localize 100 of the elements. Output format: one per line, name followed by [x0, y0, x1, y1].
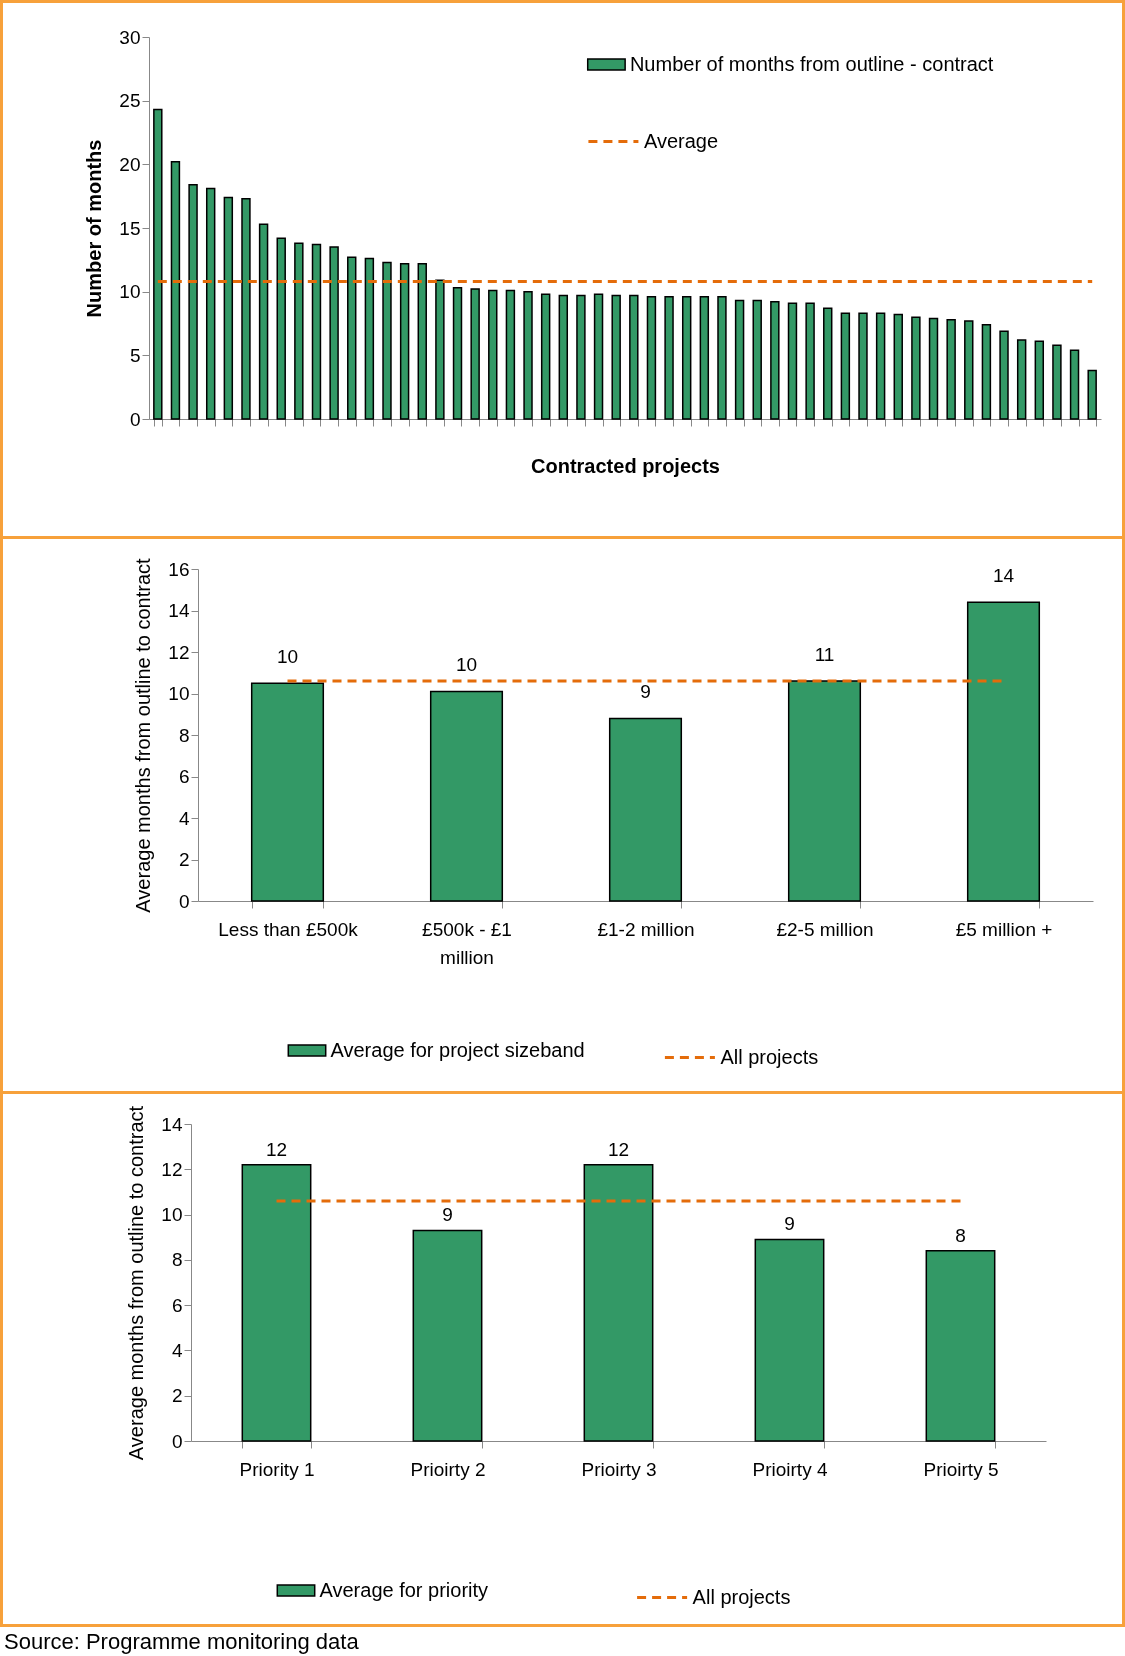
bar	[505, 289, 516, 420]
bar	[999, 330, 1009, 420]
legend-label: Number of months from outline - contract	[629, 52, 994, 75]
bar	[629, 294, 639, 420]
bar	[611, 294, 621, 420]
y-tick-label: 12	[161, 1158, 183, 1180]
bar	[205, 187, 216, 420]
legend-label: Average for priority	[319, 1578, 489, 1601]
bar	[754, 1238, 825, 1442]
bar	[412, 1229, 483, 1442]
bar	[734, 299, 745, 420]
x-axis-title: Contracted projects	[531, 455, 720, 477]
bar	[294, 242, 304, 420]
legend-label: Average for project sizeband	[330, 1038, 585, 1061]
bar	[241, 197, 251, 420]
data-label: 9	[784, 1213, 795, 1235]
y-tick-label: 8	[178, 724, 190, 746]
bar	[664, 296, 674, 420]
bar	[966, 601, 1041, 902]
y-tick-label: 5	[129, 344, 141, 366]
bar	[364, 257, 375, 420]
bar	[928, 317, 939, 420]
y-axis-title: Average months from outline to contract	[125, 1105, 148, 1461]
bar	[946, 318, 956, 420]
bar	[241, 1164, 312, 1442]
x-tick-label: £2-5 million	[776, 918, 874, 940]
bar	[435, 279, 445, 420]
x-tick-label: Prioirty 2	[410, 1458, 486, 1480]
bar	[840, 312, 851, 420]
bar	[1034, 340, 1045, 420]
bar	[593, 293, 604, 420]
y-tick-label: 0	[129, 408, 141, 430]
data-label: 12	[265, 1138, 288, 1160]
y-tick-label: 10	[119, 281, 141, 303]
bar	[646, 296, 657, 420]
x-tick-label: £5 million +	[955, 918, 1053, 940]
legend-label: All projects	[692, 1585, 791, 1608]
bar	[823, 307, 833, 420]
data-label: 12	[607, 1138, 630, 1160]
bar	[717, 296, 727, 420]
y-tick-label: 12	[168, 641, 190, 663]
x-tick-label: Prioirty 5	[923, 1458, 999, 1480]
bar	[681, 296, 692, 420]
legend-label: Average	[643, 129, 719, 152]
y-tick-label: 14	[168, 600, 190, 621]
y-tick-label: 0	[178, 890, 190, 912]
y-tick-label: 8	[171, 1249, 183, 1271]
x-tick-label: Less than £500k	[218, 918, 359, 940]
bar	[488, 289, 498, 420]
bar	[170, 161, 181, 420]
y-tick-label: 20	[119, 153, 141, 175]
bar	[250, 682, 325, 902]
bar	[540, 293, 551, 420]
y-tick-label: 30	[119, 26, 141, 48]
bar	[347, 256, 357, 420]
bar	[470, 288, 480, 420]
source-note: Source: Programme monitoring data	[0, 1624, 1125, 1656]
bar	[382, 261, 392, 420]
bar	[699, 296, 710, 420]
y-tick-label: 2	[171, 1385, 183, 1407]
y-axis-title: Number of months	[83, 139, 106, 318]
y-tick-label: 6	[178, 766, 190, 787]
bar	[223, 196, 234, 420]
bar	[752, 299, 762, 420]
y-tick-label: 0	[171, 1430, 183, 1452]
bar	[893, 313, 903, 420]
bar	[576, 294, 586, 420]
bar	[964, 320, 974, 420]
bar	[329, 246, 339, 420]
y-tick-label: 4	[178, 807, 190, 829]
y-tick-label: 6	[171, 1294, 183, 1316]
y-tick-label: 15	[119, 217, 141, 239]
y-tick-label: 2	[178, 849, 190, 870]
bar	[429, 690, 504, 902]
data-label: 8	[955, 1224, 966, 1246]
bar	[787, 302, 798, 420]
y-tick-label: 16	[168, 558, 190, 580]
y-tick-label: 14	[161, 1113, 183, 1135]
data-label: 9	[640, 681, 651, 703]
y-tick-label: 25	[119, 90, 141, 112]
bar	[770, 301, 780, 420]
bar	[276, 237, 286, 420]
bar	[399, 262, 410, 420]
bar	[1052, 344, 1062, 420]
bar	[558, 294, 569, 420]
x-tick-label: Prioirty 3	[581, 1458, 657, 1480]
y-axis-title: Average months from outline to contract	[132, 557, 155, 913]
bar	[583, 1164, 654, 1442]
bar	[981, 324, 992, 420]
y-tick-label: 4	[171, 1339, 183, 1361]
bar	[875, 312, 886, 420]
x-tick-label: £1-2 million	[597, 918, 695, 940]
bar	[452, 287, 463, 420]
bar	[608, 717, 683, 902]
legend-label: All projects	[720, 1045, 819, 1068]
data-label: 14	[992, 565, 1015, 587]
bar	[925, 1250, 996, 1442]
y-tick-label: 10	[168, 683, 190, 704]
y-tick-label: 10	[161, 1204, 183, 1226]
bar	[417, 262, 427, 420]
